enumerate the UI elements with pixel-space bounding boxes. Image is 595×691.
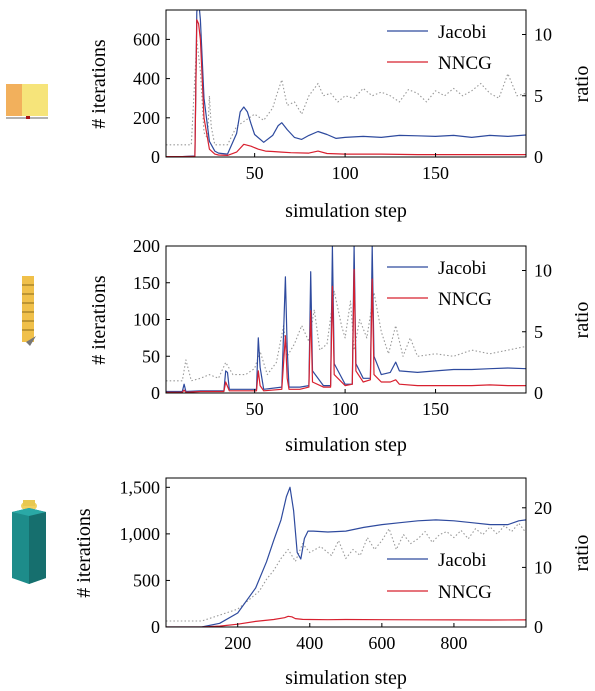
chart-2-legend-nncg: NNCG xyxy=(438,289,492,310)
chart-3-x-tick-label: 600 xyxy=(368,633,395,653)
teal-tower-icon xyxy=(12,500,46,584)
chart-1-x-tick-label: 100 xyxy=(332,163,359,183)
chart-2-y-tick-label: 50 xyxy=(142,346,160,366)
chart-2-y-tick-label: 100 xyxy=(133,310,160,330)
chart-2-series-jacobi-line xyxy=(166,246,526,393)
chart-2-xlabel: simulation step xyxy=(285,434,407,456)
chart-2-y-tick-label: 200 xyxy=(133,236,160,256)
chart-2-y2-tick-label: 5 xyxy=(534,322,543,342)
chart-3-y-tick-label: 1,000 xyxy=(120,524,161,544)
chart-3-plot-frame xyxy=(165,477,527,628)
chart-1-series-nncg-line xyxy=(166,19,526,157)
chart-3-xlabel: simulation step xyxy=(285,667,407,689)
chart-3-ticks: 200 400 600 800 0 500 1,000 1,500 0 10 20 xyxy=(120,477,553,653)
chart-2-legend: Jacobi NNCG xyxy=(387,258,492,310)
chart-2-legend-jacobi: Jacobi xyxy=(438,258,487,279)
chart-2-x-tick-label: 50 xyxy=(246,399,264,419)
chart-3-x-tick-label: 400 xyxy=(296,633,323,653)
chart-1-ticks: 50 100 150 0 200 400 600 0 5 10 xyxy=(133,25,552,184)
chart-1-plot-frame xyxy=(165,9,527,158)
chart-1-y-tick-label: 0 xyxy=(151,147,160,167)
chart-1-ylabel: # iterations xyxy=(88,39,110,129)
chart-2-y-tick-label: 150 xyxy=(133,273,160,293)
chart-1-xlabel: simulation step xyxy=(285,200,407,222)
chart-1-y-tick-label: 600 xyxy=(133,29,160,49)
chart-1: 50 100 150 0 200 400 600 0 5 10 Jacobi NNCG simul… xyxy=(88,9,593,222)
chart-3-legend-nncg: NNCG xyxy=(438,582,492,603)
chart-2-x-tick-label: 150 xyxy=(422,399,449,419)
chart-2-ticks: 50 100 150 0 50 100 150 200 0 5 10 xyxy=(133,236,552,419)
chart-1-series-jacobi-line xyxy=(166,10,526,157)
ruler-stack-icon xyxy=(22,276,36,346)
chart-3-y2-tick-label: 10 xyxy=(534,557,552,577)
chart-3-series-nncg-line xyxy=(166,615,526,627)
chart-3-y2-tick-label: 0 xyxy=(534,617,543,637)
chart-3-legend-jacobi: Jacobi xyxy=(438,550,487,571)
chart-3-y2label: ratio xyxy=(571,535,593,572)
chart-2: 50 100 150 0 50 100 150 200 0 5 10 Jacobi NNCG sim… xyxy=(88,236,593,456)
chart-1-y2-tick-label: 5 xyxy=(534,86,543,106)
chart-1-y2-tick-label: 10 xyxy=(534,25,552,45)
chart-3-y-tick-label: 1,500 xyxy=(120,477,161,497)
chart-1-y-tick-label: 400 xyxy=(133,69,160,89)
chart-1-legend-nncg: NNCG xyxy=(438,53,492,74)
chart-3-x-tick-label: 200 xyxy=(224,633,251,653)
chart-3: 200 400 600 800 0 500 1,000 1,500 0 10 20 Jacobi N… xyxy=(73,477,593,689)
chart-1-y2-tick-label: 0 xyxy=(534,147,543,167)
chart-3-y-tick-label: 0 xyxy=(151,617,160,637)
chart-3-y2-tick-label: 20 xyxy=(534,498,552,518)
chart-1-x-tick-label: 50 xyxy=(246,163,264,183)
chart-2-ylabel: # iterations xyxy=(88,275,110,365)
chart-1-x-tick-label: 150 xyxy=(422,163,449,183)
chart-2-y2-tick-label: 10 xyxy=(534,261,552,281)
chart-2-y2-tick-label: 0 xyxy=(534,383,543,403)
chart-3-series-ratio-line xyxy=(166,522,526,622)
chart-1-series-ratio-line xyxy=(166,40,526,146)
chart-3-x-tick-label: 800 xyxy=(440,633,467,653)
chart-3-y-tick-label: 500 xyxy=(133,570,160,590)
chart-2-series-lines xyxy=(166,246,526,393)
chart-1-legend-jacobi: Jacobi xyxy=(438,22,487,43)
chart-3-ylabel: # iterations xyxy=(73,508,95,598)
chart-2-y-tick-label: 0 xyxy=(151,383,160,403)
chart-1-legend: Jacobi NNCG xyxy=(387,22,492,74)
chart-3-series-jacobi-line xyxy=(166,486,526,627)
chart-2-y2label: ratio xyxy=(571,302,593,339)
chart-3-legend: Jacobi NNCG xyxy=(387,550,492,603)
yellow-box-icon xyxy=(6,84,48,119)
chart-2-series-nncg-line xyxy=(166,268,526,393)
chart-1-series-lines xyxy=(166,10,526,157)
chart-1-y-tick-label: 200 xyxy=(133,108,160,128)
chart-2-x-tick-label: 100 xyxy=(332,399,359,419)
chart-1-y2label: ratio xyxy=(571,66,593,103)
